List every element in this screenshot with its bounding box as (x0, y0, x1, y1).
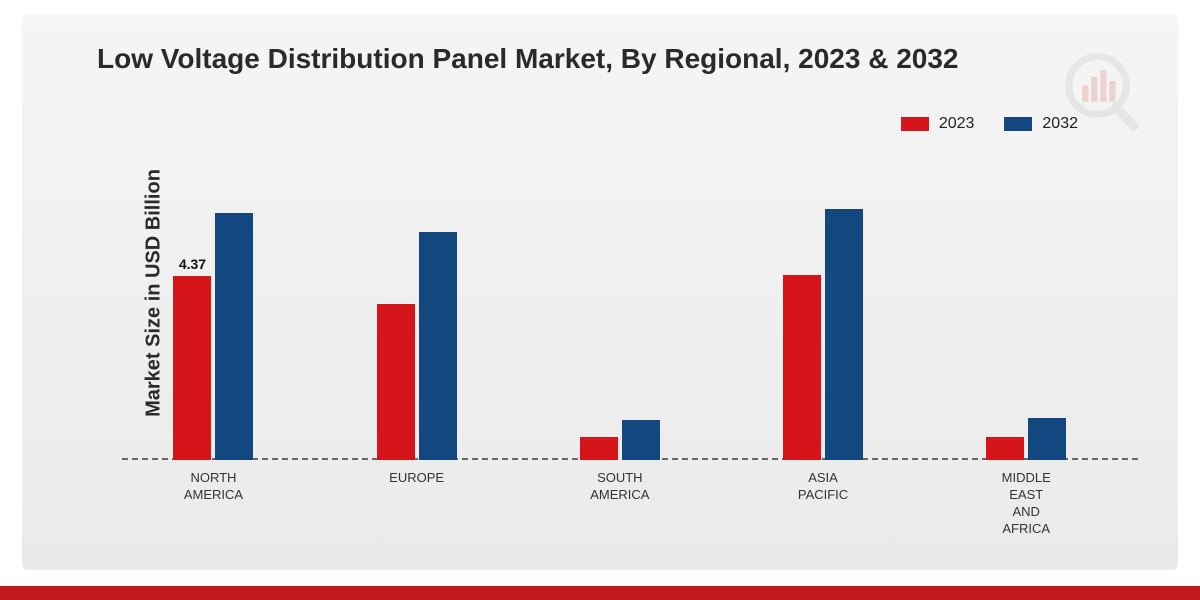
legend-label-2023: 2023 (939, 115, 975, 133)
legend-item-2032: 2032 (1004, 115, 1078, 133)
x-axis-category-label: NORTH AMERICA (184, 470, 243, 504)
x-axis-category-label: EUROPE (389, 470, 444, 487)
bar-group: 4.37NORTH AMERICA (173, 165, 253, 460)
x-axis-category-label: MIDDLE EAST AND AFRICA (1002, 470, 1051, 538)
bar-group: SOUTH AMERICA (580, 165, 660, 460)
bar (622, 420, 660, 460)
bar (825, 209, 863, 460)
chart-legend: 2023 2032 (901, 115, 1078, 133)
x-axis-category-label: ASIA PACIFIC (798, 470, 848, 504)
bar (215, 213, 253, 460)
bar (173, 276, 211, 460)
bar-value-label: 4.37 (179, 256, 206, 272)
x-axis-category-label: SOUTH AMERICA (590, 470, 649, 504)
bar-group: ASIA PACIFIC (783, 165, 863, 460)
legend-swatch-2032 (1004, 117, 1032, 131)
chart-background: Low Voltage Distribution Panel Market, B… (22, 15, 1178, 570)
legend-item-2023: 2023 (901, 115, 975, 133)
bar (783, 275, 821, 460)
plot-area: 4.37NORTH AMERICA EUROPE SOUTH AMERICA ASIA… (122, 165, 1138, 460)
bar (1028, 418, 1066, 460)
footer-accent-bar (0, 586, 1200, 600)
bar (377, 304, 415, 460)
legend-label-2032: 2032 (1042, 115, 1078, 133)
bar (580, 437, 618, 460)
bar-group: EUROPE (377, 165, 457, 460)
bar (419, 232, 457, 460)
bar-group: MIDDLE EAST AND AFRICA (986, 165, 1066, 460)
legend-swatch-2023 (901, 117, 929, 131)
chart-title: Low Voltage Distribution Panel Market, B… (97, 43, 959, 75)
bar (986, 437, 1024, 460)
